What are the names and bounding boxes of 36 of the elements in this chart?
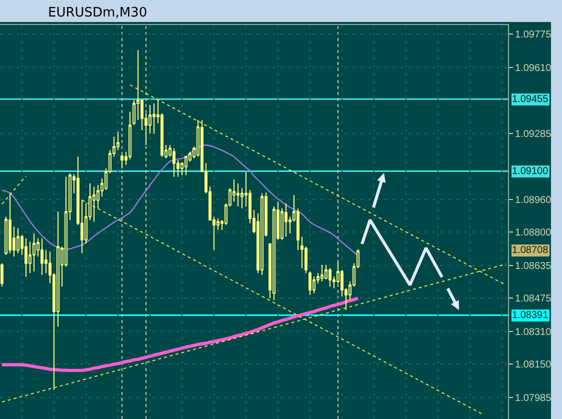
candlestick: [24, 238, 28, 278]
candlestick: [320, 264, 324, 282]
candlestick: [8, 192, 12, 254]
candlestick: [0, 262, 4, 288]
y-tick-label: 1.09775: [515, 30, 552, 41]
y-tick-label: 1.08800: [515, 228, 552, 239]
candlestick: [32, 232, 36, 272]
line-series: [1, 144, 359, 257]
candlestick: [236, 182, 240, 208]
candlestick: [328, 268, 332, 288]
text: 1.08708: [512, 245, 549, 256]
line-series: [0, 296, 360, 372]
candlestick: [308, 271, 312, 296]
candlestick: [120, 154, 124, 169]
ref-line-label: 1.08391: [512, 310, 549, 321]
ref-line-label: 1.09100: [512, 166, 549, 177]
y-tick-label: 1.09285: [515, 129, 552, 140]
candlestick: [284, 202, 288, 238]
y-tick-label: 1.08635: [515, 261, 552, 272]
ref-line-label: 1.09455: [512, 94, 549, 105]
candlestick: [260, 192, 264, 276]
line-series: [360, 218, 444, 286]
candlestick: [40, 238, 44, 276]
y-tick-label: 1.08150: [515, 360, 552, 371]
y-tick-label: 1.09610: [515, 63, 552, 74]
y-tick-label: 1.08475: [515, 294, 552, 305]
candlestick: [232, 178, 236, 202]
candlestick: [152, 102, 156, 134]
candlestick: [300, 236, 304, 269]
y-tick-label: 1.08960: [515, 195, 552, 206]
y-tick-label: 1.08310: [515, 327, 552, 338]
candlestick: [172, 148, 176, 178]
chart-title: EURUSDm,M30: [48, 6, 148, 21]
candlestick: [16, 228, 20, 254]
candlestick: [92, 186, 96, 222]
y-tick-label: 1.07985: [515, 393, 552, 404]
